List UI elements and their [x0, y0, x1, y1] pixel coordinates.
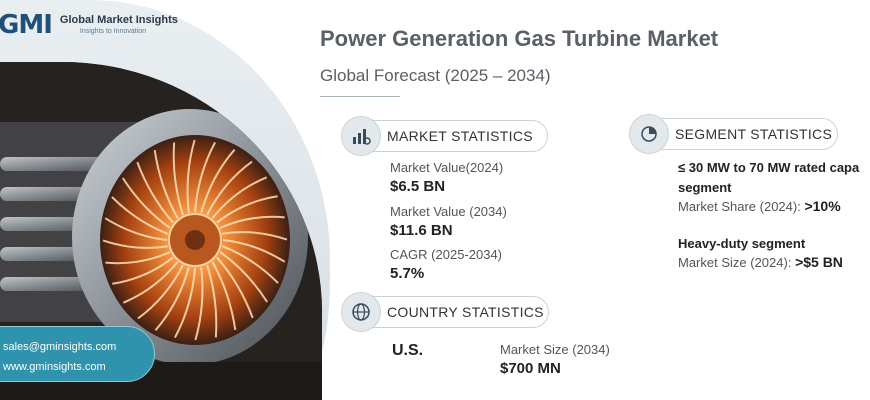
logo-tagline: Insights to Innovation	[60, 28, 178, 35]
cagr-label: CAGR (2025-2034)	[390, 247, 502, 262]
page-title: Power Generation Gas Turbine Market	[320, 26, 718, 52]
segment-statistics-heading: SEGMENT STATISTICS	[675, 126, 832, 142]
segment1-title-line2: segment	[678, 180, 731, 195]
subtitle-divider	[320, 96, 400, 97]
page-subtitle: Global Forecast (2025 – 2034)	[320, 66, 551, 86]
market-value-2024-value: $6.5 BN	[390, 178, 445, 195]
segment-statistics-header: SEGMENT STATISTICS	[634, 118, 838, 150]
market-value-2024-label: Market Value(2024)	[390, 160, 503, 175]
contact-website[interactable]: www.gminsights.com	[3, 357, 154, 377]
pie-chart-icon	[629, 114, 669, 154]
segment1-metric-value: >10%	[804, 198, 840, 214]
market-statistics-heading: MARKET STATISTICS	[387, 128, 533, 144]
country-metric-value: $700 MN	[500, 360, 561, 377]
bar-chart-gear-icon	[341, 116, 381, 156]
logo-mark: GMI	[0, 10, 52, 40]
logo-name: Global Market Insights	[60, 15, 178, 26]
contact-email[interactable]: sales@gminsights.com	[3, 337, 154, 357]
market-statistics-header: MARKET STATISTICS	[346, 120, 548, 152]
segment2-metric-label: Market Size (2024):	[678, 255, 791, 270]
market-value-2034-value: $11.6 BN	[390, 222, 453, 239]
segment2-title: Heavy-duty segment	[678, 236, 805, 251]
segment2-metric: Market Size (2024): >$5 BN	[678, 254, 843, 270]
segment1-metric: Market Share (2024): >10%	[678, 198, 841, 214]
country-statistics-heading: COUNTRY STATISTICS	[387, 304, 544, 320]
segment1-metric-label: Market Share (2024):	[678, 199, 801, 214]
country-name: U.S.	[392, 342, 423, 360]
contact-box: sales@gminsights.com www.gminsights.com	[0, 326, 155, 382]
segment1-title-line1: ≤ 30 MW to 70 MW rated capa	[678, 160, 859, 175]
market-value-2034-label: Market Value (2034)	[390, 204, 507, 219]
brand-logo[interactable]: GMI Global Market Insights Insights to I…	[0, 10, 178, 40]
globe-icon	[341, 292, 381, 332]
segment2-metric-value: >$5 BN	[795, 254, 843, 270]
country-metric-label: Market Size (2034)	[500, 342, 610, 357]
cagr-value: 5.7%	[390, 265, 424, 282]
country-statistics-header: COUNTRY STATISTICS	[346, 296, 549, 328]
